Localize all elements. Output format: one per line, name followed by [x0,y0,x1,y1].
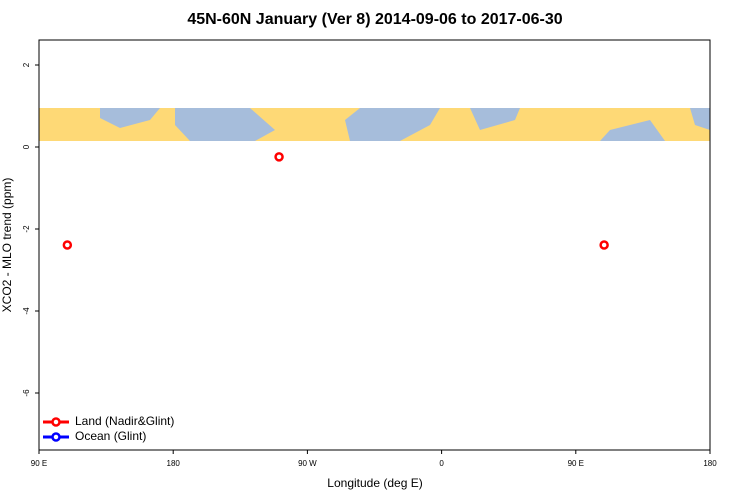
y-tick-label: 2 [22,62,31,67]
x-tick-label: 180 [167,459,181,468]
plot-frame [38,39,711,451]
y-tick-label: -4 [22,307,31,315]
x-tick-label: 0 [439,459,444,468]
data-point [599,240,609,250]
data-point [62,240,73,250]
chart-title: 45N-60N January (Ver 8) 2014-09-06 to 20… [187,11,562,28]
legend-label: Ocean (Glint) [75,429,146,443]
y-tick-label: -2 [22,225,31,233]
x-tick-label: 180 [703,459,717,468]
x-tick-label: 90 W [298,459,317,468]
legend-marker [51,417,61,427]
y-tick-label: 0 [22,144,31,149]
data-point [274,152,284,162]
x-tick-label: 90 E [568,459,584,468]
legend-marker [51,432,61,442]
x-axis-label: Longitude (deg E) [327,476,422,490]
legend-label: Land (Nadir&Glint) [75,414,174,428]
x-tick-label: 90 E [31,459,47,468]
y-axis-label: XCO2 - MLO trend (ppm) [0,178,14,313]
map-band [39,108,710,141]
y-tick-label: -6 [22,389,31,397]
